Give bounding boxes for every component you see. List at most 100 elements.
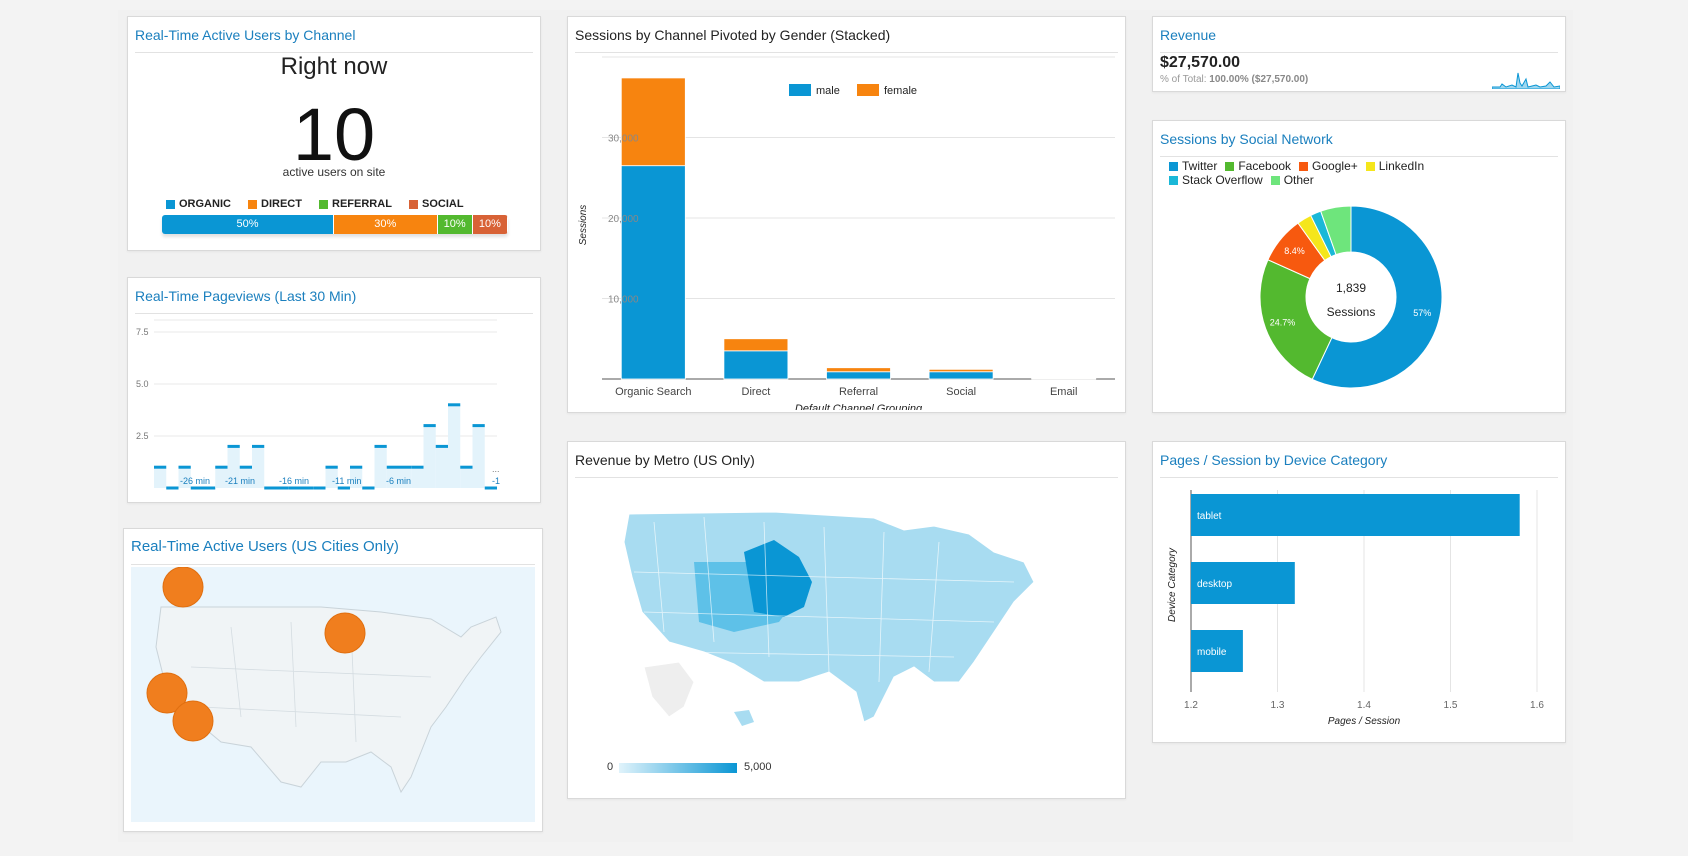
sessions-bar-female[interactable]: [723, 338, 789, 352]
pageview-bar-top: [288, 486, 301, 490]
more-indicator: ...: [492, 464, 500, 474]
bar-label: tablet: [1197, 511, 1222, 522]
pageview-bar-top: [350, 465, 363, 469]
city-bubble[interactable]: [324, 612, 366, 654]
widget-title[interactable]: Real-Time Active Users (US Cities Only): [131, 538, 535, 565]
widget-title[interactable]: Pages / Session by Device Category: [1160, 451, 1558, 478]
legend-swatch: [857, 84, 879, 96]
widget-title[interactable]: Sessions by Channel Pivoted by Gender (S…: [575, 26, 1118, 53]
pageview-bar-top: [484, 486, 497, 490]
y-tick-label: 20,000: [608, 214, 639, 225]
pageview-bar-top: [252, 444, 265, 448]
pageview-bar-top: [386, 465, 399, 469]
channel-segment[interactable]: 10%: [472, 215, 508, 234]
pageview-bar-top: [215, 465, 228, 469]
pageview-bar-top: [435, 444, 448, 448]
sessions-bar-male[interactable]: [826, 371, 891, 380]
pageview-bar: [227, 446, 240, 488]
city-bubble[interactable]: [162, 567, 204, 608]
x-tick-label: -1: [492, 476, 500, 486]
legend-item[interactable]: Twitter: [1169, 159, 1217, 173]
x-tick-label: Direct: [742, 386, 771, 398]
revenue-widget: Revenue $27,570.00 % of Total: 100.00% (…: [1152, 16, 1566, 92]
legend-label: Twitter: [1182, 159, 1218, 173]
pageview-bar-top: [362, 486, 375, 490]
x-tick-label: Email: [1050, 386, 1078, 398]
legend-swatch: [1169, 162, 1178, 172]
legend-item: ORGANIC: [166, 198, 231, 210]
x-tick-label: -11 min: [332, 476, 361, 486]
donut-slice[interactable]: [1260, 259, 1333, 381]
pageview-bar-top: [472, 424, 485, 428]
pageview-bar-top: [460, 465, 473, 469]
realtime-channel-widget: Real-Time Active Users by Channel Right …: [127, 16, 541, 251]
pages-device-widget: Pages / Session by Device Category 1.2 1.…: [1152, 441, 1566, 743]
channel-share-bar: 50% 30% 10% 10%: [162, 215, 508, 234]
widget-title[interactable]: Real-Time Active Users by Channel: [135, 26, 533, 53]
legend-item[interactable]: Facebook: [1225, 159, 1291, 173]
widget-title[interactable]: Revenue: [1160, 26, 1558, 53]
revenue-metro-widget: Revenue by Metro (US Only) 0 5,000: [567, 441, 1126, 799]
slice-label: 8.4%: [1284, 246, 1305, 256]
y-tick-label: 2.5: [136, 431, 149, 441]
legend-item[interactable]: LinkedIn: [1365, 159, 1424, 173]
x-tick-label: Organic Search: [615, 386, 691, 398]
legend-label: Facebook: [1238, 159, 1292, 173]
pageviews-widget: Real-Time Pageviews (Last 30 Min) 7.5 5.0…: [127, 277, 541, 503]
pageview-bar-top: [276, 486, 289, 490]
device-bar[interactable]: [1191, 630, 1243, 672]
sessions-bar-male[interactable]: [620, 165, 686, 380]
x-tick-label: 1.3: [1271, 700, 1285, 711]
pageview-bar: [472, 425, 485, 488]
x-tick-label: 1.4: [1357, 700, 1371, 711]
active-users-caption: active users on site: [282, 165, 386, 179]
sessions-bar-male[interactable]: [928, 371, 994, 380]
pageview-bar-top: [264, 486, 277, 490]
us-cities-map: [131, 567, 535, 822]
widget-title[interactable]: Real-Time Pageviews (Last 30 Min): [135, 287, 533, 314]
pageview-bar-top: [203, 486, 216, 490]
widget-title[interactable]: Revenue by Metro (US Only): [575, 451, 1118, 478]
legend-item[interactable]: Other: [1270, 173, 1314, 187]
sessions-gender-widget: Sessions by Channel Pivoted by Gender (S…: [567, 16, 1126, 413]
legend-swatch: [1365, 162, 1375, 172]
city-bubble[interactable]: [146, 672, 188, 714]
social-network-widget: Sessions by Social Network Twitter Facebo…: [1152, 120, 1566, 413]
y-axis-label: Device Category: [1167, 547, 1178, 622]
pageview-bar-top: [313, 486, 326, 490]
device-bar[interactable]: [1191, 494, 1520, 536]
pageview-bar: [423, 425, 436, 488]
legend-item[interactable]: Google+: [1299, 159, 1358, 173]
pageview-bar: [178, 467, 191, 488]
legend-swatch: [789, 84, 811, 96]
sessions-bar-female[interactable]: [826, 367, 891, 373]
widget-title[interactable]: Sessions by Social Network: [1160, 130, 1558, 157]
pageview-bar: [154, 467, 167, 488]
pageview-bar-top: [301, 486, 314, 490]
sessions-bar-female[interactable]: [928, 368, 994, 373]
sessions-bar-female[interactable]: [620, 77, 686, 167]
device-bar[interactable]: [1191, 562, 1295, 604]
sessions-bar-male[interactable]: [723, 350, 789, 380]
legend-item: DIRECT: [248, 198, 302, 210]
color-scale-max: 5,000: [744, 761, 772, 773]
channel-segment[interactable]: 10%: [437, 215, 473, 234]
city-bubble[interactable]: [172, 700, 214, 742]
legend-swatch: [1169, 176, 1178, 186]
legend-item[interactable]: Stack Overflow: [1169, 173, 1263, 187]
color-scale-min: 0: [607, 761, 614, 773]
donut-slice[interactable]: [1320, 205, 1352, 256]
us-metro-map: [623, 511, 1035, 726]
donut-center-value: 1,839: [1336, 281, 1366, 295]
legend-swatch: [1225, 162, 1235, 172]
pageview-bar: [386, 467, 399, 488]
y-tick-label: 7.5: [136, 327, 149, 337]
legend-label: female: [884, 85, 917, 97]
x-tick-label: -16 min: [279, 476, 309, 486]
x-tick-label: -26 min: [180, 476, 210, 486]
channel-legend: ORGANIC DIRECT REFERRAL SOCIAL: [166, 198, 464, 210]
channel-segment[interactable]: 30%: [334, 215, 438, 234]
social-donut-chart: 57% 24.7% 8.4% 1,839 Sessions: [1260, 205, 1443, 389]
donut-slice[interactable]: [1311, 205, 1443, 389]
channel-segment[interactable]: 50%: [162, 215, 334, 234]
